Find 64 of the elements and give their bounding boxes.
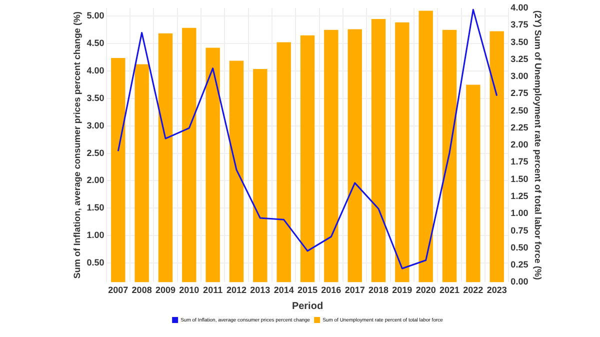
bar [466, 84, 480, 282]
bar [111, 58, 126, 282]
y2-tick-label: 4.00 [510, 2, 528, 12]
y-tick-label: 4.00 [86, 66, 104, 76]
y2-tick-label: 0.50 [510, 242, 528, 252]
y2-tick-label: 0.75 [510, 225, 528, 236]
y-tick-label: 1.00 [86, 230, 104, 240]
bar [276, 42, 291, 282]
y-tick-label: 0.50 [86, 257, 104, 268]
bar [324, 30, 338, 282]
bar [229, 60, 244, 282]
y-tick-label: 1.50 [86, 202, 104, 213]
x-tick-label: 2018 [368, 285, 389, 296]
y2-tick-label: 1.25 [510, 190, 528, 201]
y2-tick-label: 1.00 [510, 208, 528, 218]
y2-axis-title: (2Y) Sum of Unemployment rate percent of total labor force (%) [533, 10, 544, 280]
y-tick-label: 3.50 [86, 92, 104, 103]
bar [134, 64, 149, 282]
bar [418, 10, 433, 282]
y-axis-title: Sum of Inflation, average consumer prices percent change (%) [72, 12, 82, 279]
y-tick-label: 2.50 [86, 148, 104, 158]
bar [395, 22, 410, 282]
x-tick-label: 2014 [274, 285, 294, 296]
bar [371, 18, 386, 282]
x-tick-label: 2021 [439, 285, 460, 296]
y2-tick-label: 3.50 [510, 36, 528, 47]
y2-tick-label: 1.50 [510, 174, 528, 184]
x-tick-label: 2023 [486, 285, 507, 296]
x-tick-label: 2016 [321, 285, 342, 296]
x-tick-label: 2017 [344, 285, 365, 296]
x-tick-label: 2022 [463, 285, 484, 296]
y2-tick-label: 3.25 [510, 54, 528, 64]
bar [253, 69, 268, 282]
y2-tick-label: 0.00 [510, 276, 528, 287]
y2-tick-label: 0.25 [510, 260, 528, 270]
y-tick-label: 5.00 [86, 10, 104, 21]
y2-tick-label: 1.75 [510, 156, 528, 167]
x-axis-title: Period [292, 300, 324, 312]
y2-tick-label: 2.00 [510, 140, 528, 150]
x-tick-label: 2019 [392, 285, 412, 296]
x-tick-label: 2009 [155, 285, 176, 296]
x-tick-label: 2013 [250, 285, 270, 296]
x-tick-label: 2020 [416, 285, 436, 296]
bar [206, 48, 220, 282]
x-tick-label: 2011 [203, 285, 223, 296]
y2-tick-label: 3.00 [510, 71, 528, 82]
y2-tick-label: 2.50 [510, 105, 528, 116]
y2-tick-label: 2.25 [510, 122, 528, 132]
x-tick-label: 2012 [226, 285, 247, 296]
bar [158, 33, 173, 282]
bar [182, 28, 196, 282]
bar [300, 35, 315, 282]
y-tick-label: 3.00 [86, 120, 104, 130]
y2-tick-label: 3.75 [510, 20, 528, 30]
x-tick-label: 2010 [179, 285, 200, 296]
bar [348, 29, 362, 282]
y2-tick-label: 2.75 [510, 88, 528, 98]
y-tick-label: 4.50 [86, 38, 104, 48]
x-tick-label: 2007 [108, 285, 128, 296]
x-tick-label: 2008 [132, 285, 152, 296]
bar [490, 31, 504, 282]
x-tick-label: 2015 [297, 285, 318, 296]
bar [442, 30, 457, 282]
y-tick-label: 2.00 [86, 175, 104, 186]
